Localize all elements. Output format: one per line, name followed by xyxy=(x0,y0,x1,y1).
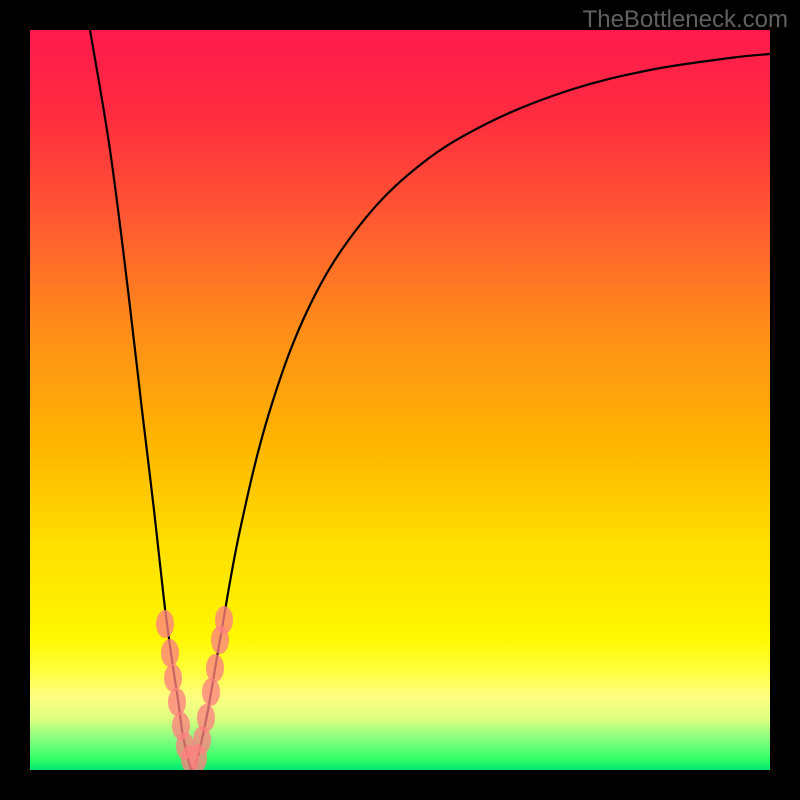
data-marker xyxy=(164,664,182,692)
data-marker xyxy=(156,610,174,638)
data-marker xyxy=(206,654,224,682)
chart-container: TheBottleneck.com xyxy=(0,0,800,800)
data-marker xyxy=(202,678,220,706)
data-marker xyxy=(168,688,186,716)
data-marker xyxy=(161,639,179,667)
data-marker xyxy=(215,606,233,634)
data-marker xyxy=(197,704,215,732)
watermark-text: TheBottleneck.com xyxy=(583,6,788,34)
chart-svg xyxy=(30,30,770,770)
plot-area xyxy=(30,30,770,770)
